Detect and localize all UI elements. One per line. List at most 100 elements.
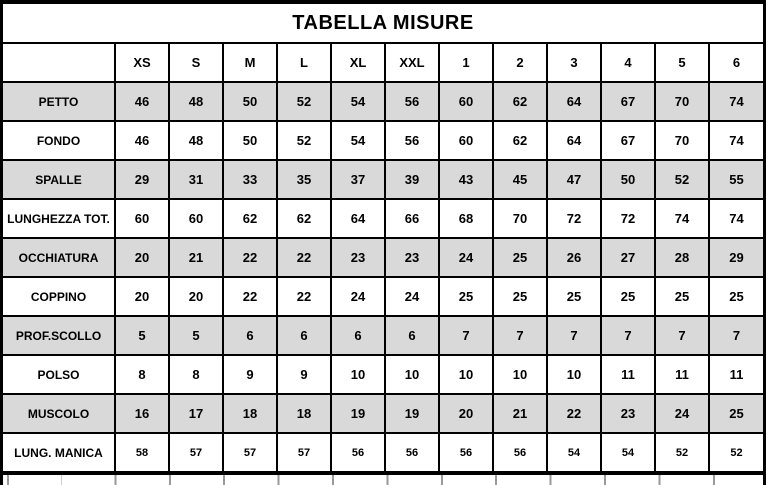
measure-cell: 5 [114, 315, 170, 356]
measure-cell: 24 [384, 276, 440, 317]
measure-cell: 67 [600, 81, 656, 122]
measure-cell: 66 [384, 198, 440, 239]
measure-cell: 52 [654, 432, 710, 471]
measure-cell: 22 [222, 237, 278, 278]
table-row: PETTO 46 48 50 52 54 56 60 62 64 67 70 74 [3, 81, 763, 122]
measure-cell: 25 [492, 276, 548, 317]
title-row: TABELLA MISURE [3, 4, 763, 44]
measure-cell: 60 [114, 198, 170, 239]
measure-cell: 26 [546, 237, 602, 278]
measure-cell: 28 [654, 237, 710, 278]
measure-cell: 54 [330, 120, 386, 161]
measure-cell: 17 [168, 393, 224, 434]
measure-cell: 27 [600, 237, 656, 278]
measure-cell: 21 [492, 393, 548, 434]
measure-cell: 16 [114, 393, 170, 434]
measure-cell: 22 [222, 276, 278, 317]
measure-cell: 6 [222, 315, 278, 356]
column-header-m: M [222, 44, 278, 83]
row-label: COPPINO [3, 276, 116, 317]
measure-cell: 6 [330, 315, 386, 356]
column-header-3: 3 [546, 44, 602, 83]
measure-cell: 62 [492, 81, 548, 122]
measure-cell: 62 [222, 198, 278, 239]
measure-cell: 8 [168, 354, 224, 395]
measure-cell: 8 [114, 354, 170, 395]
column-header-2: 2 [492, 44, 548, 83]
measure-cell: 74 [654, 198, 710, 239]
table-row: MUSCOLO 16 17 18 18 19 19 20 21 22 23 24 25 [3, 393, 763, 434]
measure-cell: 50 [222, 120, 278, 161]
row-label: MUSCOLO [3, 393, 116, 434]
measure-cell: 7 [600, 315, 656, 356]
measure-cell: 64 [330, 198, 386, 239]
measure-cell: 24 [438, 237, 494, 278]
measure-cell: 25 [438, 276, 494, 317]
measure-cell: 37 [330, 159, 386, 200]
measure-cell: 19 [384, 393, 440, 434]
measure-cell: 31 [168, 159, 224, 200]
measure-cell: 10 [384, 354, 440, 395]
measure-cell: 43 [438, 159, 494, 200]
measure-cell: 24 [330, 276, 386, 317]
row-label: SPALLE [3, 159, 116, 200]
measure-cell: 19 [330, 393, 386, 434]
measure-cell: 39 [384, 159, 440, 200]
measure-cell: 46 [114, 81, 170, 122]
measure-cell: 56 [492, 432, 548, 471]
table-row: FONDO 46 48 50 52 54 56 60 62 64 67 70 74 [3, 120, 763, 161]
measure-cell: 58 [114, 432, 170, 471]
measure-cell: 70 [492, 198, 548, 239]
measure-cell: 23 [384, 237, 440, 278]
measure-cell: 60 [438, 120, 494, 161]
measure-cell: 52 [276, 81, 332, 122]
measure-cell: 25 [492, 237, 548, 278]
measure-cell: 64 [546, 81, 602, 122]
measure-cell: 57 [222, 432, 278, 471]
row-label: LUNG. MANICA [3, 432, 116, 471]
table-row: PROF.SCOLLO 5 5 6 6 6 6 7 7 7 7 7 7 [3, 315, 763, 356]
measure-cell: 22 [546, 393, 602, 434]
measure-cell: 67 [600, 120, 656, 161]
column-header-4: 4 [600, 44, 656, 83]
table-row: LUNGHEZZA TOT. 60 60 62 62 64 66 68 70 72 72 74 74 [3, 198, 763, 239]
table-title: TABELLA MISURE [292, 11, 474, 34]
table-row: SPALLE 29 31 33 35 37 39 43 45 47 50 52 55 [3, 159, 763, 200]
measure-cell: 25 [600, 276, 656, 317]
measure-cell: 68 [438, 198, 494, 239]
cutoff-row-sliver [3, 475, 763, 485]
measure-cell: 74 [708, 120, 763, 161]
measure-cell: 7 [546, 315, 602, 356]
measure-cell: 7 [708, 315, 763, 356]
measure-cell: 74 [708, 198, 763, 239]
measure-cell: 46 [114, 120, 170, 161]
row-label: FONDO [3, 120, 116, 161]
measure-cell: 54 [600, 432, 656, 471]
row-label: PROF.SCOLLO [3, 315, 116, 356]
measure-cell: 45 [492, 159, 548, 200]
measure-cell: 60 [438, 81, 494, 122]
measure-cell: 70 [654, 81, 710, 122]
measure-cell: 22 [276, 276, 332, 317]
measure-cell: 10 [492, 354, 548, 395]
measure-cell: 24 [654, 393, 710, 434]
measure-cell: 23 [330, 237, 386, 278]
measure-cell: 62 [276, 198, 332, 239]
measure-cell: 25 [708, 393, 763, 434]
column-header-xs: XS [114, 44, 170, 83]
measure-cell: 9 [222, 354, 278, 395]
measure-cell: 20 [168, 276, 224, 317]
measure-cell: 18 [222, 393, 278, 434]
measure-cell: 29 [708, 237, 763, 278]
measure-cell: 7 [654, 315, 710, 356]
measure-cell: 22 [276, 237, 332, 278]
measure-cell: 48 [168, 81, 224, 122]
measure-cell: 52 [708, 432, 763, 471]
row-label: OCCHIATURA [3, 237, 116, 278]
column-header-s: S [168, 44, 224, 83]
measure-cell: 20 [114, 237, 170, 278]
measure-cell: 54 [546, 432, 602, 471]
measure-cell: 5 [168, 315, 224, 356]
measure-cell: 20 [114, 276, 170, 317]
